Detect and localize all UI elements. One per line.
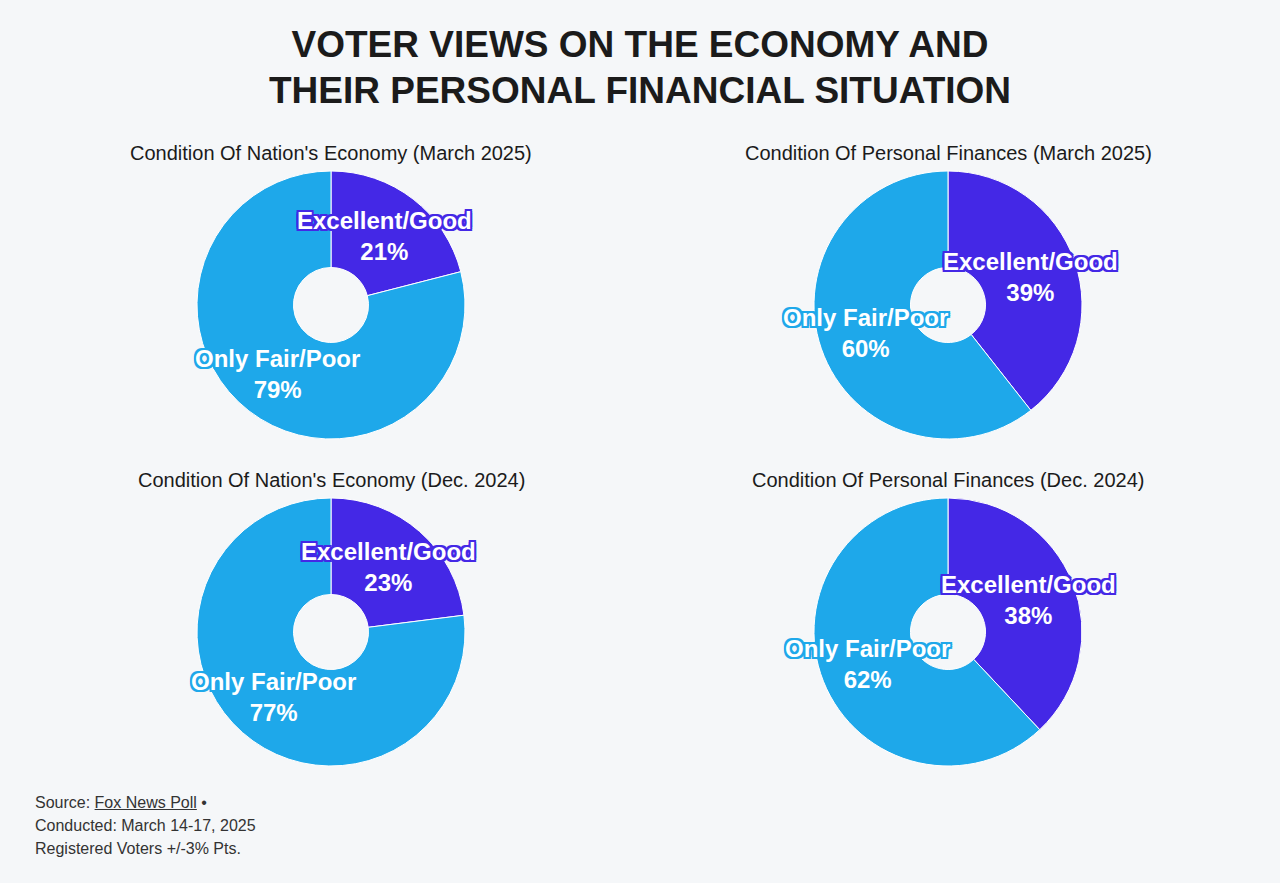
html-text:Source: Fox News Poll •: Source: Fox News Poll • [35, 794, 207, 811]
svg-text:Condition Of Personal Finances: Condition Of Personal Finances (March 20… [745, 142, 1152, 164]
svg-text:Condition Of Nation's Economy: Condition Of Nation's Economy (March 202… [130, 142, 532, 164]
svg-text:Condition Of Personal Finances: Condition Of Personal Finances (Dec. 202… [752, 469, 1144, 491]
svg-text:Only Fair/Poor60%: Only Fair/Poor60% [783, 304, 948, 362]
svg-text:Only Fair/Poor79%: Only Fair/Poor79% [195, 345, 360, 403]
svg-text:Only Fair/Poor77%: Only Fair/Poor77% [191, 668, 356, 726]
svg-text:Excellent/Good21%: Excellent/Good21% [297, 207, 472, 265]
svg-text:Excellent/Good39%: Excellent/Good39% [943, 248, 1118, 306]
svg-text:Excellent/Good23%: Excellent/Good23% [301, 538, 476, 596]
html-text:Registered Voters +/-3% Pts.: Registered Voters +/-3% Pts. [35, 840, 241, 857]
svg-text:Condition Of Nation's Economy: Condition Of Nation's Economy (Dec. 2024… [138, 469, 525, 491]
html-text:Conducted: March 14-17, 2025: Conducted: March 14-17, 2025 [35, 817, 256, 834]
html-text:VOTER VIEWS ON THE ECONOMY AND: VOTER VIEWS ON THE ECONOMY AND THEIR PER… [269, 24, 1011, 111]
svg-text:Only Fair/Poor62%: Only Fair/Poor62% [785, 635, 950, 693]
svg-text:Excellent/Good38%: Excellent/Good38% [941, 571, 1116, 629]
